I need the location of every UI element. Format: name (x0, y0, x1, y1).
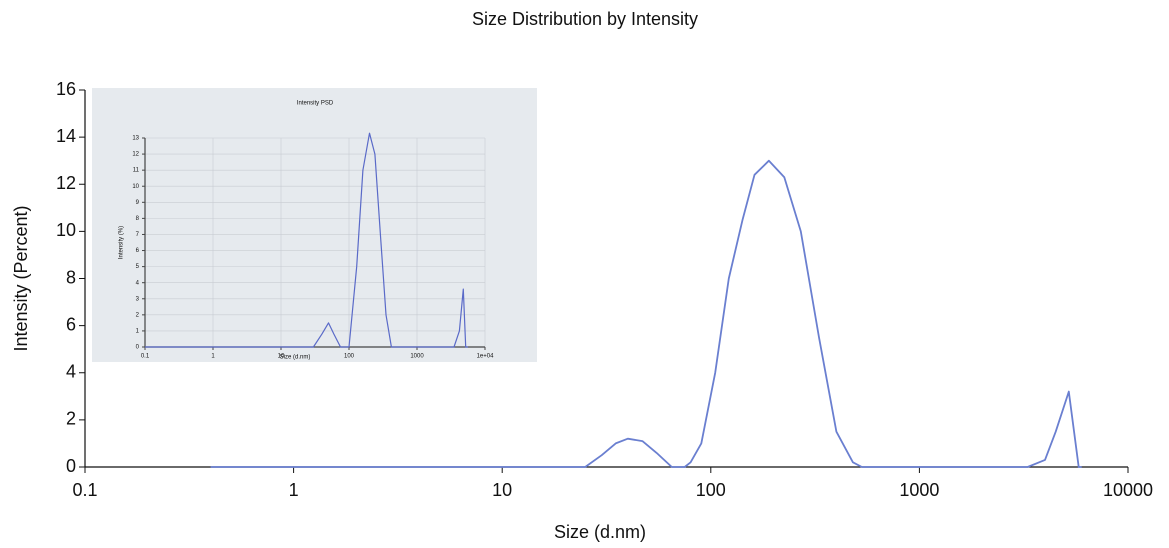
y-tick-label: 3 (136, 296, 140, 302)
y-tick-label: 2 (66, 409, 76, 429)
y-tick-label: 6 (136, 248, 140, 254)
y-tick-label: 0 (66, 456, 76, 476)
y-tick-label: 0 (136, 345, 140, 351)
y-tick-label: 10 (56, 220, 76, 240)
y-tick-label: 14 (56, 126, 76, 146)
y-tick-label: 1 (136, 329, 140, 335)
y-tick-label: 4 (136, 280, 140, 286)
x-tick-label: 1 (289, 480, 299, 500)
x-tick-label: 1 (211, 354, 215, 360)
data-line (145, 132, 468, 348)
y-tick-label: 6 (66, 314, 76, 334)
data-line (210, 159, 1082, 468)
x-axis-label: Size (d.nm) (280, 355, 311, 361)
x-tick-label: 1e+04 (477, 354, 495, 360)
y-tick-label: 8 (136, 216, 140, 222)
y-tick-label: 2 (136, 312, 140, 318)
x-tick-label: 100 (344, 354, 355, 360)
x-axis-label: Size (d.nm) (554, 522, 646, 542)
y-axis-label: Intensity (Percent) (11, 205, 31, 351)
y-tick-label: 12 (56, 173, 76, 193)
y-tick-label: 12 (132, 152, 139, 158)
y-tick-label: 7 (136, 232, 140, 238)
inset-photo (92, 88, 537, 362)
y-tick-label: 9 (136, 200, 140, 206)
x-tick-label: 10 (492, 480, 512, 500)
y-tick-label: 10 (132, 184, 139, 190)
x-tick-label: 0.1 (141, 354, 150, 360)
x-tick-label: 10000 (1103, 480, 1153, 500)
x-tick-label: 1000 (899, 480, 939, 500)
x-tick-label: 100 (696, 480, 726, 500)
x-tick-label: 0.1 (72, 480, 97, 500)
y-tick-label: 13 (132, 136, 139, 142)
y-axis-label: Intensity (%) (119, 226, 125, 259)
y-tick-label: 11 (133, 168, 140, 174)
x-tick-label: 1000 (410, 354, 424, 360)
y-tick-label: 8 (66, 267, 76, 287)
y-tick-label: 4 (66, 362, 76, 382)
y-tick-label: 5 (136, 264, 140, 270)
y-tick-label: 16 (56, 79, 76, 99)
chart-title: Size Distribution by Intensity (472, 9, 698, 29)
x-tick-label: 10 (278, 354, 285, 360)
chart-title: Intensity PSD (297, 101, 334, 107)
